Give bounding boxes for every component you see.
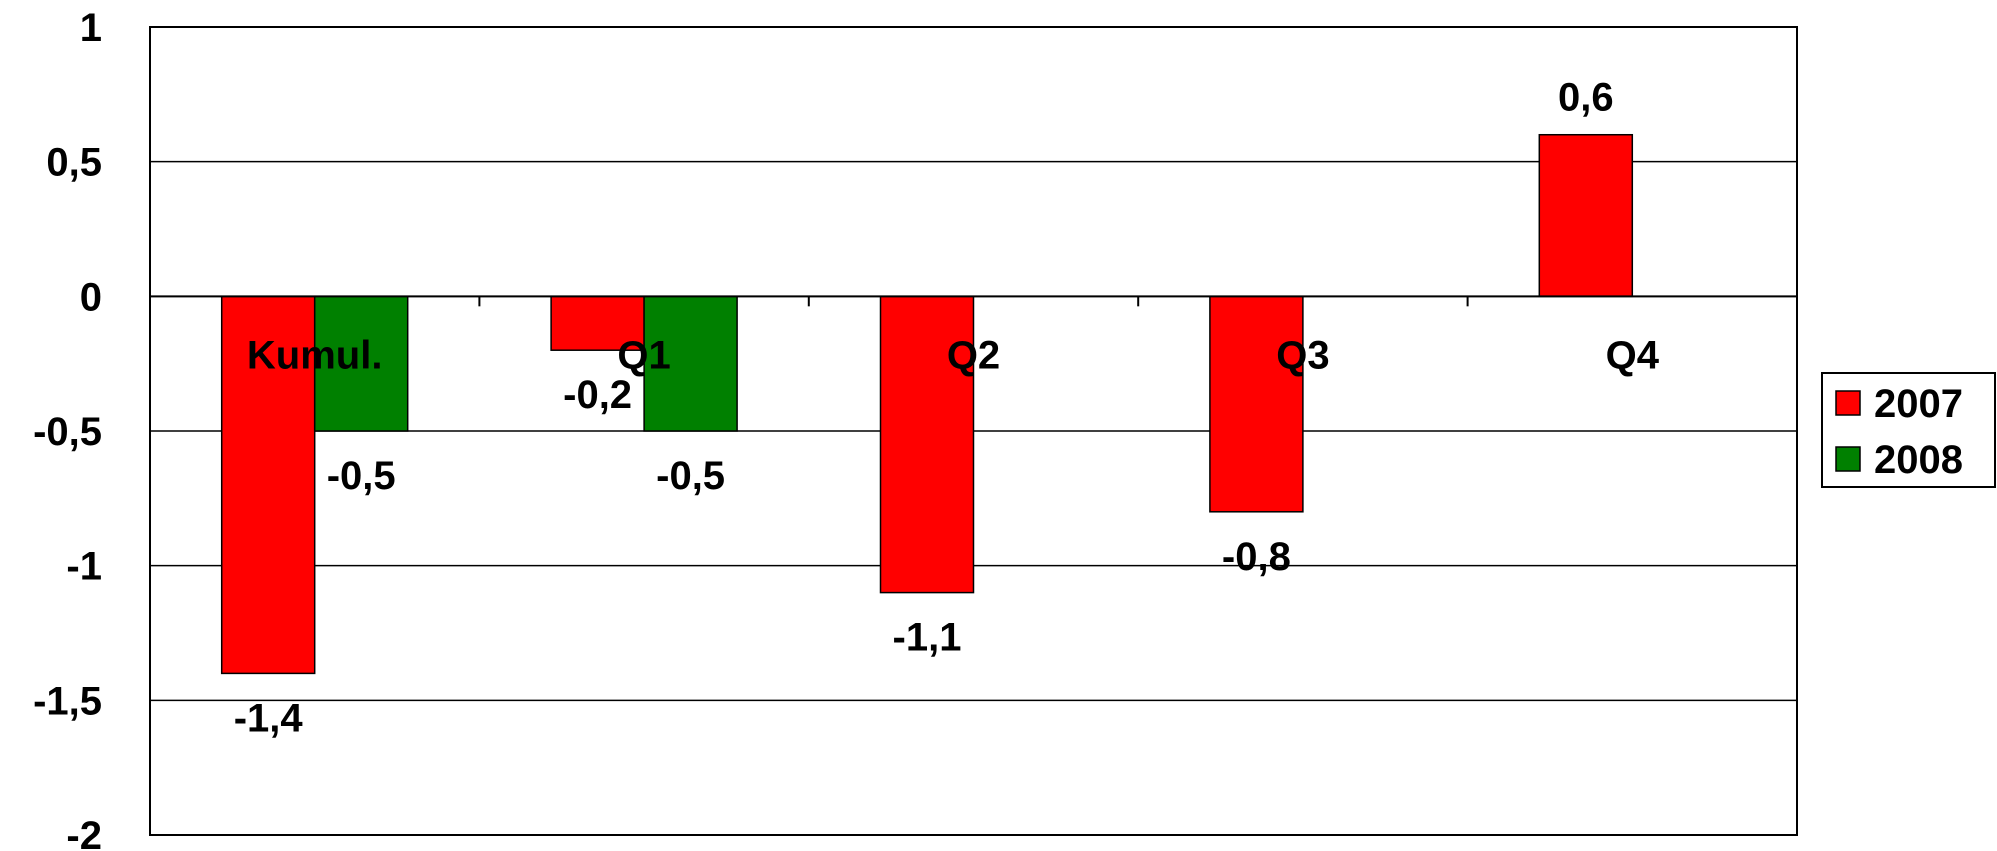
y-tick-label: -1: [66, 545, 102, 589]
data-label: -0,5: [327, 454, 396, 498]
y-tick-labels: 1 0,5 0 -0,5 -1 -1,5 -2: [33, 6, 102, 851]
bars: [220, 133, 1634, 675]
bar-2007-Q2: [879, 295, 975, 594]
bar-2007-Kumul.: [220, 295, 316, 675]
data-label: -1,1: [893, 616, 962, 660]
y-tick-label: -1,5: [33, 679, 102, 723]
category-label: Kumul.: [247, 333, 383, 377]
data-labels: -1,4 -0,2 -1,1 -0,8 0,6 -0,5 -0,5: [234, 76, 1614, 741]
data-label: -1,4: [234, 696, 304, 740]
data-label: 0,6: [1558, 76, 1614, 120]
y-tick-label: -0,5: [33, 410, 102, 454]
data-label: -0,8: [1222, 535, 1291, 579]
legend-label: 2007: [1874, 382, 1963, 426]
data-label: -0,5: [656, 454, 725, 498]
y-tick-label: -2: [66, 814, 102, 851]
y-tick-label: 0,5: [46, 141, 102, 185]
legend-swatch: [1835, 390, 1861, 416]
y-tick-label: 1: [80, 6, 102, 50]
plot-border: [149, 26, 1798, 836]
category-label: Q1: [617, 333, 670, 377]
category-label: Q3: [1276, 333, 1329, 377]
category-label: Q2: [947, 333, 1000, 377]
bar-2007-Q4: [1538, 133, 1634, 298]
legend-swatch: [1835, 446, 1861, 472]
data-label: -0,2: [563, 373, 632, 417]
legend-label: 2008: [1874, 438, 1963, 482]
bar-2008-Kumul.: [313, 295, 409, 432]
axis: [149, 26, 1798, 836]
category-labels: Kumul. Q1 Q2 Q3 Q4: [247, 333, 1660, 377]
category-label: Q4: [1606, 333, 1660, 377]
bar-2008-Q1: [643, 295, 738, 432]
bar-2007-Q1: [550, 295, 645, 351]
bar-2007-Q3: [1209, 295, 1304, 513]
y-tick-label: 0: [80, 275, 102, 319]
legend: 2007 2008: [1821, 372, 1996, 488]
